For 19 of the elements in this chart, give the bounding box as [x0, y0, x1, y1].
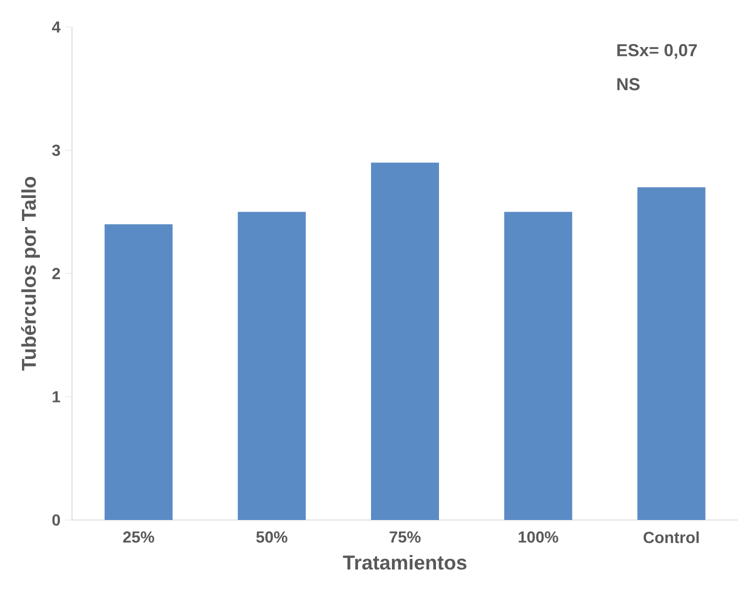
annotation: ESx= 0,07	[617, 44, 697, 59]
bar	[104, 224, 173, 520]
y-axis-title: Tubérculos por Tallo	[21, 176, 40, 371]
y-tick-label: 1	[52, 391, 60, 402]
x-tick-label: 50%	[256, 531, 288, 543]
x-tick-label: 25%	[123, 531, 154, 543]
annotation: NS	[617, 78, 640, 90]
x-tick-label: 100%	[518, 531, 558, 543]
bar	[637, 187, 706, 520]
x-axis-title: Tratamientos	[342, 554, 466, 570]
y-tick-label: 0	[52, 514, 60, 526]
bar	[504, 212, 572, 520]
bar	[371, 162, 439, 520]
y-tick-label: 4	[52, 22, 61, 33]
y-tick-label: 3	[52, 144, 60, 156]
x-tick-label: Control	[644, 531, 699, 544]
x-tick-label: 75%	[390, 531, 421, 543]
y-tick-label: 2	[52, 268, 60, 280]
bar	[238, 212, 306, 520]
